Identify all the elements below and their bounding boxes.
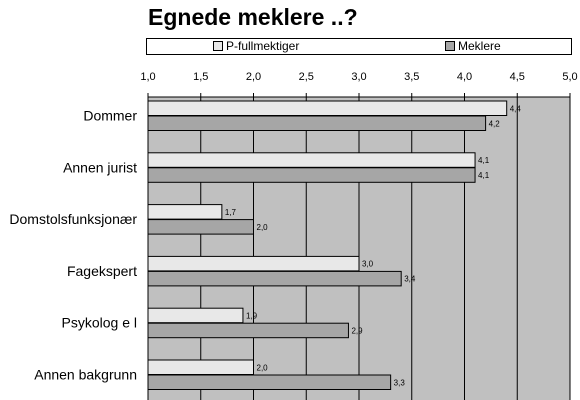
data-label-meklere-domstolsfunksjonaer: 2,0 (257, 223, 269, 232)
legend-entry-p-fullmektiger: P-fullmektiger (213, 39, 299, 54)
data-label-p-fullmektiger-domstolsfunksjonaer: 1,7 (225, 208, 237, 217)
bar-meklere-dommer (147, 115, 487, 131)
category-label-domstolsfunksjonaer: Domstolsfunksjonær (9, 211, 137, 227)
bar-p-fullmektiger-annen-bakgrunn (147, 359, 254, 375)
x-tick-label: 2,0 (246, 71, 261, 83)
data-label-p-fullmektiger-annen-jurist: 4,1 (478, 156, 490, 165)
x-tick-label: 5,0 (562, 71, 577, 83)
bar-meklere-fagekspert (147, 270, 402, 287)
legend-label-meklere: Meklere (458, 39, 501, 53)
x-tick-label: 1,0 (140, 71, 155, 83)
category-label-fagekspert: Fagekspert (67, 263, 137, 279)
data-label-p-fullmektiger-psykolog-e-l: 1,9 (246, 311, 258, 320)
category-label-annen-jurist: Annen jurist (63, 159, 137, 175)
bar-meklere-psykolog-e-l (147, 322, 349, 339)
data-label-p-fullmektiger-annen-bakgrunn: 2,0 (257, 363, 269, 372)
x-tick-label: 2,5 (299, 71, 314, 83)
data-label-p-fullmektiger-dommer: 4,4 (510, 104, 522, 113)
legend: P-fullmektiger Meklere (146, 38, 572, 55)
bar-p-fullmektiger-psykolog-e-l (147, 307, 244, 324)
data-label-meklere-annen-bakgrunn: 3,3 (394, 378, 406, 387)
legend-entry-meklere: Meklere (445, 39, 501, 54)
legend-swatch-meklere (445, 41, 455, 51)
category-label-annen-bakgrunn: Annen bakgrunn (34, 367, 137, 383)
x-tick-label: 4,0 (457, 71, 472, 83)
bar-p-fullmektiger-domstolsfunksjonaer (147, 204, 223, 220)
x-tick-label: 3,0 (351, 71, 366, 83)
data-label-meklere-dommer: 4,2 (489, 119, 501, 128)
data-label-meklere-annen-jurist: 4,1 (478, 171, 490, 180)
data-label-meklere-psykolog-e-l: 2,9 (351, 326, 363, 335)
x-tick-label: 4,5 (510, 71, 525, 83)
category-label-dommer: Dommer (83, 108, 137, 124)
legend-label-p-fullmektiger: P-fullmektiger (226, 39, 300, 53)
category-label-psykolog-e-l: Psykolog e l (62, 315, 137, 331)
bar-meklere-annen-bakgrunn (147, 374, 392, 390)
chart-title: Egnede meklere ..? (148, 4, 358, 30)
legend-swatch-p-fullmektiger (213, 41, 223, 51)
bar-p-fullmektiger-annen-jurist (147, 152, 476, 168)
bar-p-fullmektiger-dommer (147, 100, 508, 116)
bar-p-fullmektiger-fagekspert (147, 255, 360, 272)
bar-meklere-domstolsfunksjonaer (147, 219, 254, 235)
bar-meklere-annen-jurist (147, 167, 476, 183)
x-tick-label: 1,5 (193, 71, 208, 83)
x-tick-label: 3,5 (404, 71, 419, 83)
data-label-meklere-fagekspert: 3,4 (404, 275, 416, 284)
data-label-p-fullmektiger-fagekspert: 3,0 (362, 260, 374, 269)
